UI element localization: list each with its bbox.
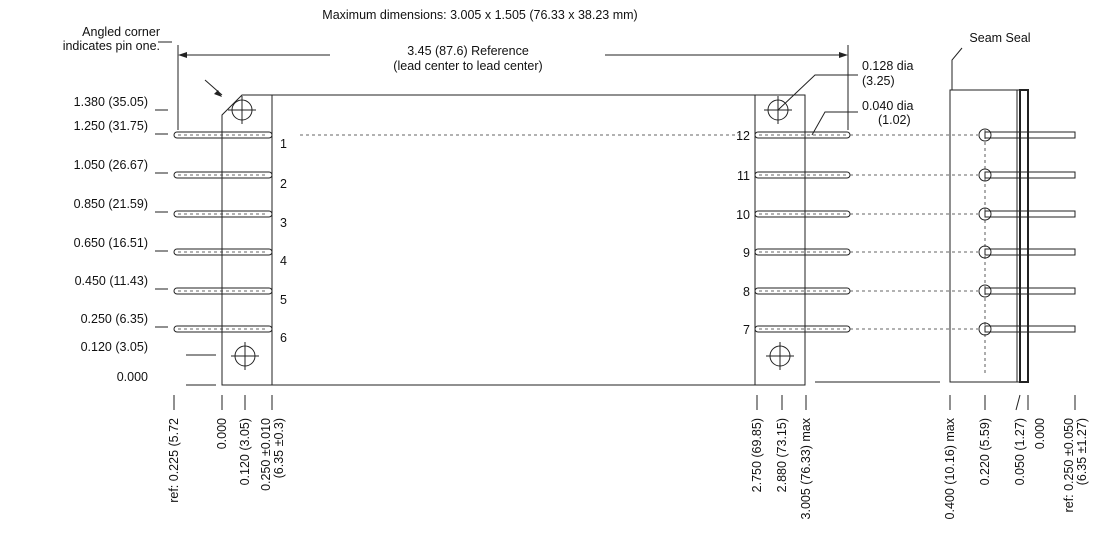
lead bbox=[173, 131, 273, 139]
note: (lead center to lead center) bbox=[393, 59, 542, 73]
dimension-label: 0.250 (6.35) bbox=[81, 312, 148, 326]
dimension-label: 1.380 (35.05) bbox=[74, 95, 148, 109]
pin-number: 6 bbox=[280, 331, 287, 345]
lead bbox=[173, 325, 273, 333]
dimension-tick bbox=[1015, 394, 1021, 411]
dimension-label: 0.000 bbox=[117, 370, 148, 384]
note: Seam Seal bbox=[969, 31, 1030, 45]
side-lead-end bbox=[978, 168, 992, 182]
pin-number: 3 bbox=[280, 216, 287, 230]
crosshair bbox=[766, 342, 794, 370]
lead bbox=[173, 171, 273, 179]
pin-number: 4 bbox=[280, 254, 287, 268]
dimension-label: 2.750 (69.85) bbox=[750, 418, 764, 492]
pin-number: 5 bbox=[280, 293, 287, 307]
leader bbox=[811, 111, 858, 136]
dimension-label: 0.220 (5.59) bbox=[978, 418, 992, 485]
dimension-label: ref: 0.250 ±0.050 bbox=[1062, 418, 1076, 512]
side-view bbox=[949, 89, 1029, 383]
pin-number: 12 bbox=[736, 129, 750, 143]
note: 3.45 (87.6) Reference bbox=[407, 44, 529, 58]
note: (1.02) bbox=[878, 113, 911, 127]
dimension-label: 0.000 bbox=[1033, 418, 1047, 449]
dimension-label: 0.120 (3.05) bbox=[238, 418, 252, 485]
crosshair bbox=[231, 342, 259, 370]
crosshair bbox=[228, 96, 256, 124]
pin-number: 8 bbox=[743, 285, 750, 299]
dimension-label: 2.880 (73.15) bbox=[775, 418, 789, 492]
leader bbox=[951, 47, 963, 90]
dimension-label: (6.35 ±1.27) bbox=[1075, 418, 1089, 485]
dimension-label: 0.250 ±0.010 bbox=[259, 418, 273, 491]
side-lead-end bbox=[978, 128, 992, 142]
dimension-label: 0.450 (11.43) bbox=[75, 274, 148, 288]
note: indicates pin one. bbox=[63, 39, 160, 53]
crosshair bbox=[764, 96, 792, 124]
side-lead-end bbox=[978, 284, 992, 298]
side-lead bbox=[984, 210, 1076, 218]
pin-number: 11 bbox=[737, 169, 750, 183]
side-lead bbox=[984, 287, 1076, 295]
dimension-label: 0.050 (1.27) bbox=[1013, 418, 1027, 485]
pin-number: 2 bbox=[280, 177, 287, 191]
dimension-label: 0.000 bbox=[215, 418, 229, 449]
pin-number: 7 bbox=[743, 323, 750, 337]
dimension-label: ref: 0.225 (5.72 bbox=[167, 418, 181, 503]
dimension-label: 1.050 (26.67) bbox=[74, 158, 148, 172]
note: (3.25) bbox=[862, 74, 895, 88]
package-outline bbox=[221, 94, 806, 386]
arrowhead bbox=[214, 90, 222, 97]
side-lead bbox=[984, 325, 1076, 333]
note: 0.040 dia bbox=[862, 99, 913, 113]
lead bbox=[173, 210, 273, 218]
note: Angled corner bbox=[82, 25, 160, 39]
lead bbox=[173, 248, 273, 256]
dimension-label: 1.250 (31.75) bbox=[74, 119, 148, 133]
side-lead bbox=[984, 248, 1076, 256]
note: 0.128 dia bbox=[862, 59, 913, 73]
side-lead-end bbox=[978, 245, 992, 259]
leader bbox=[777, 74, 858, 111]
pin-number: 10 bbox=[736, 208, 750, 222]
side-lead bbox=[984, 171, 1076, 179]
pin-number: 9 bbox=[743, 246, 750, 260]
dimension-label: 3.005 (76.33) max bbox=[799, 417, 813, 519]
dimension-label: 0.850 (21.59) bbox=[74, 197, 148, 211]
side-lead-end bbox=[978, 322, 992, 336]
lead bbox=[173, 287, 273, 295]
side-lead bbox=[984, 131, 1076, 139]
seam-seal bbox=[1019, 89, 1029, 383]
dimension-label: 0.400 (10.16) max bbox=[943, 417, 957, 519]
dimension-label: (6.35 ±0.3) bbox=[272, 418, 286, 478]
pin-number: 1 bbox=[280, 137, 287, 151]
dimension-label: 0.650 (16.51) bbox=[74, 236, 148, 250]
side-lead-end bbox=[978, 207, 992, 221]
dimension-label: 0.120 (3.05) bbox=[81, 340, 148, 354]
title: Maximum dimensions: 3.005 x 1.505 (76.33… bbox=[322, 8, 637, 22]
